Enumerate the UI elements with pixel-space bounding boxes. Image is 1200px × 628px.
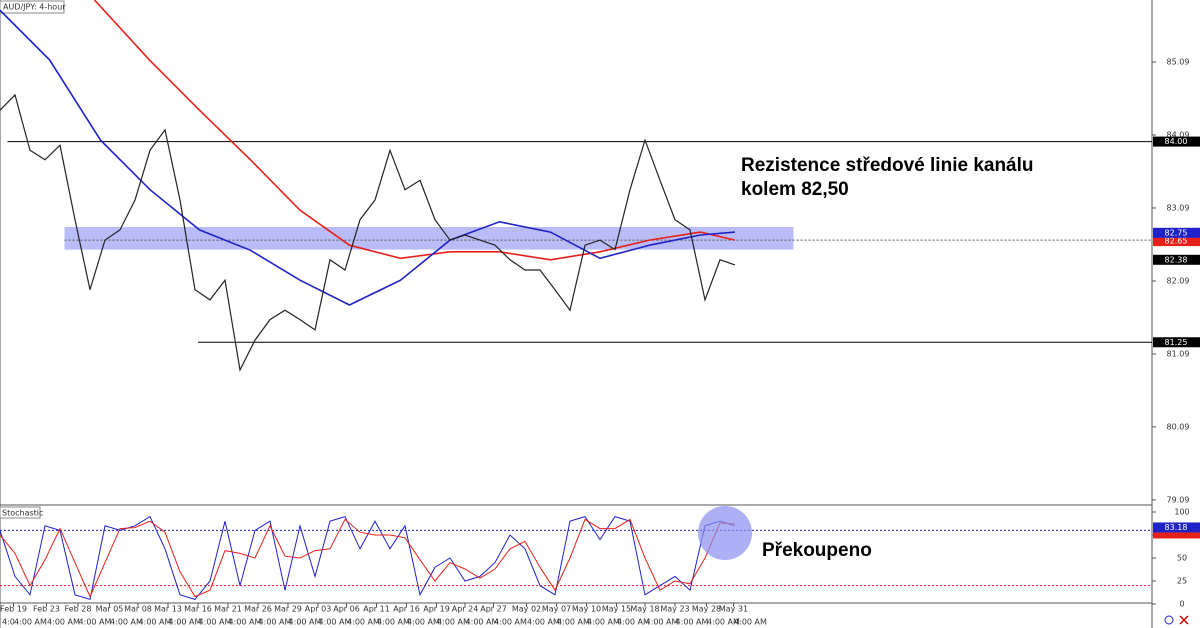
price-label-box bbox=[1153, 532, 1200, 539]
time-label: 4:00 AM bbox=[79, 618, 112, 627]
y-tick-label: 100 bbox=[1174, 508, 1189, 517]
icon[interactable] bbox=[1179, 615, 1189, 625]
y-tick-label: 0 bbox=[1179, 600, 1184, 609]
time-label: 4:00 AM bbox=[707, 618, 740, 627]
first-time-label: 4:0 bbox=[2, 618, 15, 627]
y-tick-label: 84.09 bbox=[1167, 131, 1190, 140]
stoch-line bbox=[0, 518, 736, 598]
price-label-box bbox=[1153, 236, 1200, 247]
time-label: 4:00 AM bbox=[587, 618, 620, 627]
x-tick-label: May 18 bbox=[630, 605, 659, 614]
x-tick-label: Apr 03 bbox=[305, 605, 332, 614]
price-label: 84.00 bbox=[1165, 137, 1188, 146]
x-tick-label: Mar 05 bbox=[96, 605, 124, 614]
time-label: 4:00 AM bbox=[494, 618, 527, 627]
time-label: 4:00 AM bbox=[646, 618, 679, 627]
x-tick-label: Mar 21 bbox=[214, 605, 242, 614]
y-tick-label: 85.09 bbox=[1167, 58, 1190, 67]
time-label: 4:00 AM bbox=[347, 618, 380, 627]
y-tick-label: 25 bbox=[1177, 577, 1187, 586]
time-label: 4:00 AM bbox=[527, 618, 560, 627]
annotation-line: Rezistence středové linie kanálu bbox=[741, 155, 1034, 176]
time-label: 4:00 AM bbox=[676, 618, 709, 627]
x-tick-label: May 23 bbox=[660, 605, 689, 614]
time-label: 4:00 AM bbox=[319, 618, 352, 627]
price-label: 81.25 bbox=[1165, 338, 1188, 347]
resistance-zone bbox=[64, 226, 794, 250]
stoch-title-box bbox=[0, 506, 41, 519]
x-tick-label: Apr 16 bbox=[393, 605, 420, 614]
price-label-box bbox=[1153, 136, 1200, 147]
icon[interactable] bbox=[1164, 615, 1174, 625]
price-label: 83.18 bbox=[1165, 523, 1188, 532]
time-label: 4:00 AM bbox=[14, 618, 47, 627]
title-box bbox=[0, 0, 65, 14]
time-label: 4:00 AM bbox=[259, 618, 292, 627]
stoch-line bbox=[0, 515, 736, 601]
price-line bbox=[0, 93, 736, 372]
price-label-box bbox=[1153, 227, 1200, 238]
price-label-box bbox=[1153, 254, 1200, 265]
moving-average bbox=[93, 0, 736, 261]
price-label: 82.75 bbox=[1165, 228, 1188, 237]
x-tick-label: May 28 bbox=[692, 605, 721, 614]
price-label-box bbox=[1153, 337, 1200, 348]
x-tick-label: Feb 23 bbox=[33, 605, 60, 614]
moving-average bbox=[0, 9, 736, 306]
time-label: 4:00 AM bbox=[139, 618, 172, 627]
y-tick-label: 80.09 bbox=[1167, 422, 1190, 431]
x-tick-label: Mar 13 bbox=[154, 605, 182, 614]
x-tick-label: Feb 19 bbox=[0, 605, 27, 614]
toolbar-icons bbox=[1164, 615, 1189, 625]
time-label: 4:00 AM bbox=[229, 618, 262, 627]
chart-title: AUD/JPY: 4-hour bbox=[3, 3, 66, 12]
time-label: 4:00 AM bbox=[47, 618, 80, 627]
highlight-circle bbox=[698, 506, 752, 560]
y-tick-label: 81.09 bbox=[1167, 349, 1190, 358]
price-label: 82.65 bbox=[1165, 237, 1188, 246]
x-tick-label: May 07 bbox=[542, 605, 571, 614]
time-label: 4:00 AM bbox=[437, 618, 470, 627]
time-label: 4:00 AM bbox=[377, 618, 410, 627]
x-tick-label: Mar 08 bbox=[124, 605, 152, 614]
x-tick-label: Apr 27 bbox=[480, 605, 507, 614]
x-tick-label: May 02 bbox=[512, 605, 541, 614]
stoch-annotation: Překoupeno bbox=[762, 540, 872, 561]
x-tick-label: Mar 26 bbox=[244, 605, 272, 614]
x-tick-label: May 10 bbox=[572, 605, 601, 614]
x-tick-label: May 31 bbox=[719, 605, 748, 614]
annotation-line: kolem 82,50 bbox=[741, 179, 849, 200]
stoch-title: Stochastic bbox=[2, 509, 43, 518]
x-tick-label: Apr 24 bbox=[452, 605, 479, 614]
time-label: 4:00 AM bbox=[407, 618, 440, 627]
x-tick-label: Apr 06 bbox=[333, 605, 360, 614]
x-tick-label: Mar 29 bbox=[274, 605, 302, 614]
time-label: 4:00 AM bbox=[289, 618, 322, 627]
x-tick-label: May 15 bbox=[602, 605, 631, 614]
price-label-box bbox=[1153, 522, 1200, 533]
x-tick-label: Feb 28 bbox=[65, 605, 92, 614]
time-label: 4:00 AM bbox=[199, 618, 232, 627]
price-label: 82.38 bbox=[1165, 255, 1188, 264]
y-tick-label: 82.09 bbox=[1167, 276, 1190, 285]
x-tick-label: Mar 16 bbox=[184, 605, 212, 614]
time-label: 4:00 AM bbox=[466, 618, 499, 627]
y-tick-label: 79.09 bbox=[1167, 495, 1190, 504]
x-tick-label: Apr 19 bbox=[423, 605, 450, 614]
y-tick-label: 83.09 bbox=[1167, 203, 1190, 212]
time-label: 4:00 AM bbox=[734, 618, 767, 627]
time-label: 4:00 AM bbox=[110, 618, 143, 627]
y-tick-label: 50 bbox=[1177, 554, 1187, 563]
x-tick-label: Apr 11 bbox=[363, 605, 390, 614]
time-label: 4:00 AM bbox=[557, 618, 590, 627]
time-label: 4:00 AM bbox=[617, 618, 650, 627]
time-label: 4:00 AM bbox=[169, 618, 202, 627]
